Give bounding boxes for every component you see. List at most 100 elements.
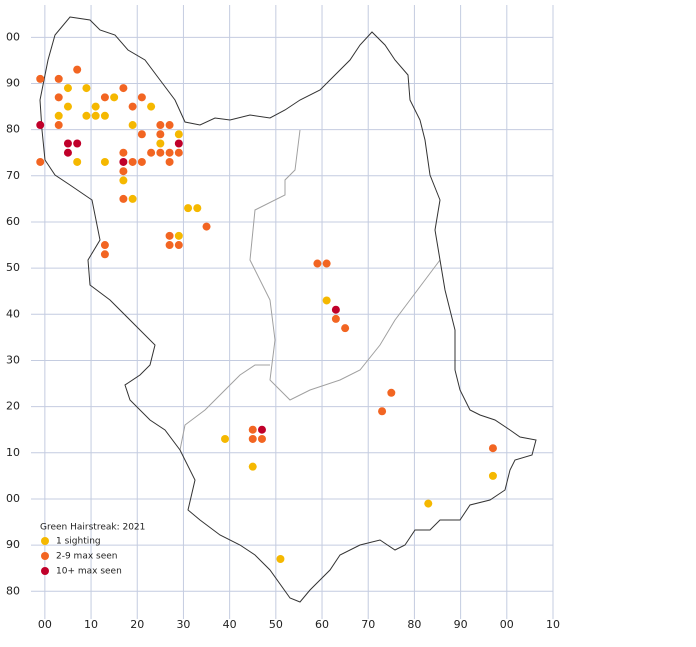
sighting-dot	[82, 84, 91, 93]
sighting-dot	[54, 93, 63, 102]
sighting-dot	[147, 148, 156, 157]
sighting-dot	[202, 222, 211, 231]
sighting-dot	[137, 130, 146, 139]
legend-label: 2-9 max seen	[56, 552, 118, 562]
sighting-dot	[119, 194, 128, 203]
sighting-dot	[424, 499, 433, 508]
x-tick-label: 70	[361, 618, 375, 631]
y-tick-label: 10	[6, 446, 20, 459]
sighting-dot	[100, 93, 109, 102]
sighting-dot	[73, 139, 82, 148]
y-tick-label: 90	[6, 538, 20, 551]
sighting-dot	[82, 111, 91, 120]
sighting-dot	[137, 93, 146, 102]
sighting-dot	[119, 167, 128, 176]
sighting-dot	[313, 259, 322, 268]
y-tick-label: 30	[6, 353, 20, 366]
sighting-dot	[165, 241, 174, 250]
sighting-dot	[488, 471, 497, 480]
sighting-dot	[378, 407, 387, 416]
x-tick-label: 00	[38, 618, 52, 631]
county-outline	[39, 16, 537, 603]
sighting-dot	[193, 204, 202, 213]
x-tick-label: 40	[223, 618, 237, 631]
sighting-dot	[128, 102, 137, 111]
sighting-dot	[54, 111, 63, 120]
sighting-dot	[276, 554, 285, 563]
sighting-dot	[100, 157, 109, 166]
y-tick-label: 20	[6, 400, 20, 413]
legend-swatch	[41, 552, 49, 560]
legend-swatch	[41, 537, 49, 545]
y-tick-label: 60	[6, 215, 20, 228]
sighting-dot	[174, 148, 183, 157]
sighting-dot	[147, 102, 156, 111]
sighting-dot	[248, 434, 257, 443]
sighting-dot	[63, 102, 72, 111]
y-tick-label: 50	[6, 261, 20, 274]
sighting-dot	[156, 148, 165, 157]
sighting-dot	[54, 74, 63, 83]
sighting-dot	[257, 425, 266, 434]
sighting-dot	[73, 65, 82, 74]
sighting-dot	[174, 139, 183, 148]
sighting-dot	[331, 305, 340, 314]
sighting-dot	[119, 157, 128, 166]
sighting-dot	[322, 296, 331, 305]
legend-label: 10+ max seen	[56, 567, 122, 577]
sighting-dot	[119, 148, 128, 157]
y-tick-label: 00	[6, 492, 20, 505]
x-tick-label: 90	[454, 618, 468, 631]
x-tick-label: 60	[315, 618, 329, 631]
sighting-dot	[91, 102, 100, 111]
sighting-dot	[119, 176, 128, 185]
sighting-dot	[128, 157, 137, 166]
sighting-dot	[248, 462, 257, 471]
legend-title: Green Hairstreak: 2021	[40, 523, 145, 533]
x-tick-label: 30	[176, 618, 190, 631]
sighting-dot	[100, 250, 109, 259]
x-tick-label: 20	[130, 618, 144, 631]
sighting-dot	[36, 121, 45, 130]
sighting-dot	[165, 121, 174, 130]
sighting-dot	[137, 157, 146, 166]
x-tick-label: 50	[269, 618, 283, 631]
sighting-dot	[341, 324, 350, 333]
sighting-dot	[119, 84, 128, 93]
y-tick-label: 00	[6, 30, 20, 43]
sighting-dot	[36, 74, 45, 83]
sighting-dot	[257, 434, 266, 443]
sighting-dot	[156, 139, 165, 148]
sighting-dot	[165, 148, 174, 157]
sighting-dot	[54, 121, 63, 130]
sighting-dot	[128, 194, 137, 203]
sighting-dot	[128, 121, 137, 130]
sighting-dot	[322, 259, 331, 268]
sighting-dot	[387, 388, 396, 397]
sighting-dot	[184, 204, 193, 213]
sighting-dot	[488, 444, 497, 453]
sighting-dot	[63, 148, 72, 157]
sighting-dot	[165, 157, 174, 166]
sighting-dot	[331, 314, 340, 323]
x-tick-label: 10	[546, 618, 560, 631]
y-tick-label: 80	[6, 123, 20, 136]
y-tick-label: 80	[6, 584, 20, 597]
sighting-dot	[73, 157, 82, 166]
county-boundary	[39, 16, 537, 603]
sighting-dot	[174, 241, 183, 250]
sighting-dot	[174, 231, 183, 240]
y-tick-label: 90	[6, 76, 20, 89]
sighting-dot	[221, 434, 230, 443]
legend-label: 1 sighting	[56, 537, 101, 547]
sighting-dot	[174, 130, 183, 139]
sighting-dot	[91, 111, 100, 120]
x-tick-label: 80	[407, 618, 421, 631]
x-tick-label: 10	[84, 618, 98, 631]
sighting-dot	[100, 111, 109, 120]
legend-swatch	[41, 567, 49, 575]
sighting-dot	[110, 93, 119, 102]
sighting-dot	[165, 231, 174, 240]
sighting-dot	[156, 121, 165, 130]
sighting-dot	[100, 241, 109, 250]
